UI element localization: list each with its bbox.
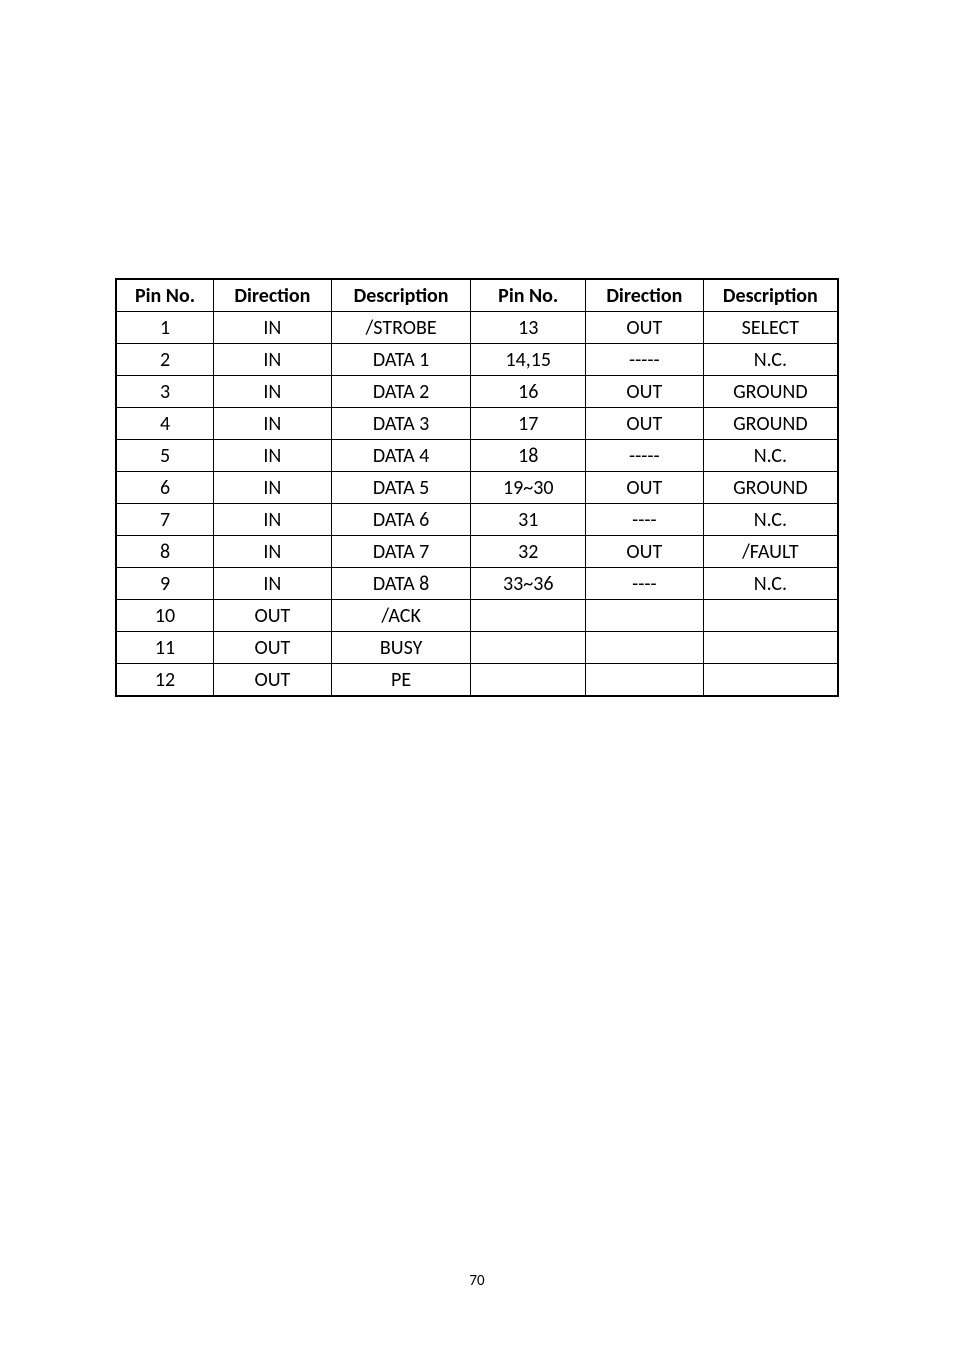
cell: IN (214, 376, 332, 408)
page: Pin No. Direction Description Pin No. Di… (0, 0, 954, 1350)
cell: ---- (585, 504, 703, 536)
table-body: 1 IN /STROBE 13 OUT SELECT 2 IN DATA 1 1… (116, 312, 838, 697)
cell: 16 (471, 376, 586, 408)
cell: 14,15 (471, 344, 586, 376)
cell: OUT (214, 664, 332, 697)
cell: 19~30 (471, 472, 586, 504)
cell: 5 (116, 440, 214, 472)
cell (703, 664, 838, 697)
cell (703, 600, 838, 632)
table-row: 5 IN DATA 4 18 ----- N.C. (116, 440, 838, 472)
cell: SELECT (703, 312, 838, 344)
cell: 3 (116, 376, 214, 408)
cell: DATA 1 (331, 344, 471, 376)
table-row: 9 IN DATA 8 33~36 ---- N.C. (116, 568, 838, 600)
cell (471, 664, 586, 697)
cell: DATA 6 (331, 504, 471, 536)
pin-table: Pin No. Direction Description Pin No. Di… (115, 278, 839, 697)
cell: IN (214, 312, 332, 344)
table-row: 8 IN DATA 7 32 OUT /FAULT (116, 536, 838, 568)
cell: 10 (116, 600, 214, 632)
cell: IN (214, 408, 332, 440)
cell (585, 664, 703, 697)
cell: N.C. (703, 568, 838, 600)
cell: IN (214, 472, 332, 504)
cell: DATA 8 (331, 568, 471, 600)
cell: IN (214, 440, 332, 472)
table-row: 7 IN DATA 6 31 ---- N.C. (116, 504, 838, 536)
table-row: 1 IN /STROBE 13 OUT SELECT (116, 312, 838, 344)
pin-table-wrap: Pin No. Direction Description Pin No. Di… (115, 278, 839, 697)
cell: 9 (116, 568, 214, 600)
cell: N.C. (703, 344, 838, 376)
col-header: Description (703, 279, 838, 312)
cell: /ACK (331, 600, 471, 632)
col-header: Direction (214, 279, 332, 312)
cell: 32 (471, 536, 586, 568)
cell: ---- (585, 568, 703, 600)
cell: DATA 7 (331, 536, 471, 568)
cell (585, 600, 703, 632)
col-header: Description (331, 279, 471, 312)
cell: OUT (585, 312, 703, 344)
cell: GROUND (703, 472, 838, 504)
cell: N.C. (703, 504, 838, 536)
cell: OUT (585, 408, 703, 440)
cell: DATA 2 (331, 376, 471, 408)
cell: 4 (116, 408, 214, 440)
cell (471, 632, 586, 664)
cell: OUT (585, 536, 703, 568)
cell: DATA 5 (331, 472, 471, 504)
col-header: Direction (585, 279, 703, 312)
cell: GROUND (703, 408, 838, 440)
cell: 6 (116, 472, 214, 504)
cell: 2 (116, 344, 214, 376)
cell: IN (214, 568, 332, 600)
cell: ----- (585, 344, 703, 376)
cell: OUT (214, 632, 332, 664)
table-row: 6 IN DATA 5 19~30 OUT GROUND (116, 472, 838, 504)
cell: OUT (585, 472, 703, 504)
col-header: Pin No. (116, 279, 214, 312)
cell: 17 (471, 408, 586, 440)
cell: 13 (471, 312, 586, 344)
cell: BUSY (331, 632, 471, 664)
cell: /STROBE (331, 312, 471, 344)
cell: DATA 3 (331, 408, 471, 440)
cell: 33~36 (471, 568, 586, 600)
cell: OUT (214, 600, 332, 632)
table-row: 11 OUT BUSY (116, 632, 838, 664)
table-row: 3 IN DATA 2 16 OUT GROUND (116, 376, 838, 408)
cell (585, 632, 703, 664)
page-number: 70 (0, 1272, 954, 1290)
cell: 18 (471, 440, 586, 472)
col-header: Pin No. (471, 279, 586, 312)
cell: 31 (471, 504, 586, 536)
cell: /FAULT (703, 536, 838, 568)
cell: PE (331, 664, 471, 697)
cell: 1 (116, 312, 214, 344)
cell (703, 632, 838, 664)
cell: IN (214, 504, 332, 536)
table-header-row: Pin No. Direction Description Pin No. Di… (116, 279, 838, 312)
table-row: 10 OUT /ACK (116, 600, 838, 632)
cell: GROUND (703, 376, 838, 408)
cell: IN (214, 344, 332, 376)
cell (471, 600, 586, 632)
cell: 7 (116, 504, 214, 536)
cell: OUT (585, 376, 703, 408)
cell: DATA 4 (331, 440, 471, 472)
table-row: 2 IN DATA 1 14,15 ----- N.C. (116, 344, 838, 376)
cell: N.C. (703, 440, 838, 472)
cell: 12 (116, 664, 214, 697)
table-row: 4 IN DATA 3 17 OUT GROUND (116, 408, 838, 440)
cell: ----- (585, 440, 703, 472)
table-row: 12 OUT PE (116, 664, 838, 697)
cell: 11 (116, 632, 214, 664)
cell: 8 (116, 536, 214, 568)
cell: IN (214, 536, 332, 568)
